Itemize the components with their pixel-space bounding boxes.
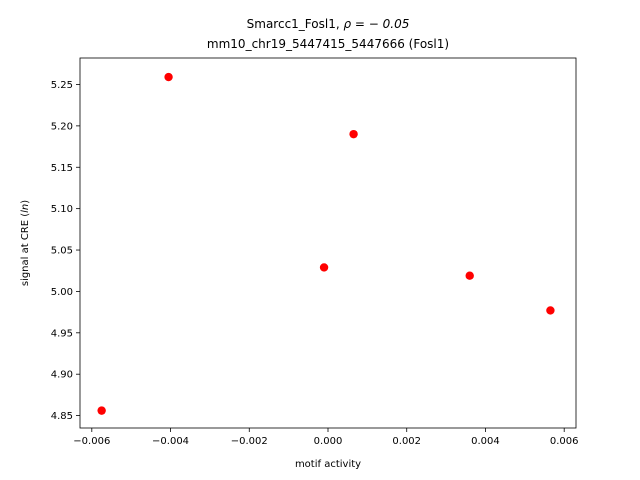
y-axis-ticks: 4.85 4.90 4.95 5.00 5.05 5.10 5.15 5.20 5.25	[51, 80, 80, 422]
y-tick-label: 5.25	[51, 80, 73, 91]
y-tick-label: 5.05	[51, 246, 73, 257]
x-tick-label: −0.004	[152, 436, 189, 447]
y-tick-label: 4.95	[51, 328, 73, 339]
data-point	[349, 129, 358, 139]
x-axis-ticks: −0.006 −0.004 −0.002 0.000 0.002 0.004 0.006	[73, 428, 579, 447]
x-axis-label: motif activity	[295, 459, 361, 470]
x-tick-label: 0.000	[314, 436, 343, 447]
y-tick-label: 5.00	[51, 287, 73, 298]
chart-title-line2: mm10_chr19_5447415_5447666 (Fosl1)	[207, 37, 449, 51]
data-points	[97, 72, 555, 415]
y-tick-label: 4.85	[51, 411, 73, 422]
y-tick-label: 4.90	[51, 370, 73, 381]
x-tick-label: −0.006	[73, 436, 110, 447]
y-tick-label: 5.10	[51, 204, 73, 215]
x-tick-label: −0.002	[231, 436, 268, 447]
x-tick-label: 0.006	[550, 436, 579, 447]
x-tick-label: 0.002	[392, 436, 421, 447]
data-point	[319, 263, 329, 272]
chart-title-line1: Smarcc1_Fosl1, ρ = − 0.05	[247, 17, 410, 31]
data-point	[465, 271, 474, 280]
data-point	[97, 406, 106, 415]
x-tick-label: 0.004	[471, 436, 500, 447]
data-point	[164, 72, 173, 82]
data-point	[546, 306, 555, 315]
y-tick-label: 5.20	[51, 121, 73, 132]
plot-frame	[79, 57, 577, 429]
y-axis-label: signal at CRE (ln)	[20, 200, 31, 286]
y-tick-label: 5.15	[51, 163, 73, 174]
